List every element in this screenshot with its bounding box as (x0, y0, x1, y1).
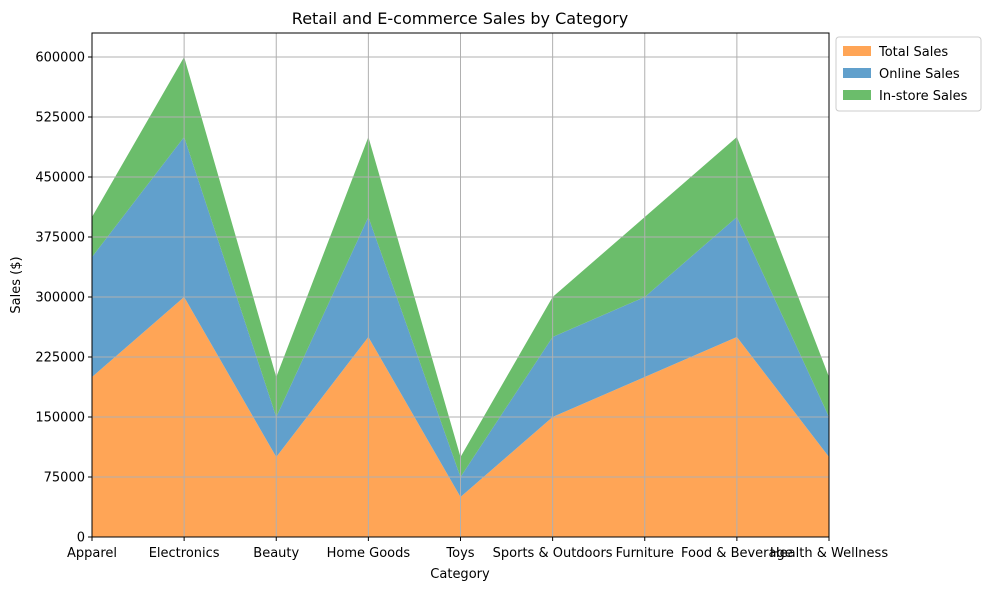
grid-layer (91, 33, 830, 538)
y-tick-label-2: 150000 (35, 411, 85, 426)
legend-label-1: Online Sales (879, 67, 960, 82)
x-tick-label-6: Furniture (616, 546, 674, 561)
y-tick-label-0: 0 (77, 531, 85, 546)
legend-swatch-2 (843, 90, 871, 100)
y-tick-label-7: 525000 (35, 111, 85, 126)
y-tick-label-3: 225000 (35, 351, 85, 366)
y-axis: 0 75000 150000 225000 300000 375000 450000 5250… (35, 51, 92, 546)
x-tick-label-2: Beauty (253, 546, 299, 561)
x-axis: Apparel Electronics Beauty Home Goods Toys Sp… (67, 537, 888, 561)
x-tick-label-5: Sports & Outdoors (493, 546, 613, 561)
legend-swatch-1 (843, 68, 871, 78)
y-tick-label-1: 75000 (44, 471, 85, 486)
x-tick-label-8: Health & Wellness (770, 546, 888, 561)
y-axis-label: Sales ($) (9, 256, 24, 313)
area-series-2 (92, 57, 829, 477)
y-tick-label-4: 300000 (35, 291, 85, 306)
x-tick-label-1: Electronics (149, 546, 220, 561)
x-axis-label: Category (430, 567, 490, 582)
x-tick-label-3: Home Goods (327, 546, 411, 561)
legend-label-0: Total Sales (878, 45, 948, 60)
y-tick-label-6: 450000 (35, 171, 85, 186)
chart-title: Retail and E-commerce Sales by Category (292, 9, 628, 28)
legend-swatch-0 (843, 46, 871, 56)
x-tick-label-7: Food & Beverage (681, 546, 793, 561)
area-series-1 (92, 137, 829, 497)
y-tick-label-5: 375000 (35, 231, 85, 246)
x-tick-label-0: Apparel (67, 546, 117, 561)
legend-label-2: In-store Sales (879, 89, 968, 104)
y-tick-label-8: 600000 (35, 51, 85, 66)
legend: Total Sales Online Sales In-store Sales (835, 36, 982, 112)
x-tick-label-4: Toys (445, 546, 474, 561)
legend-box (835, 36, 982, 112)
